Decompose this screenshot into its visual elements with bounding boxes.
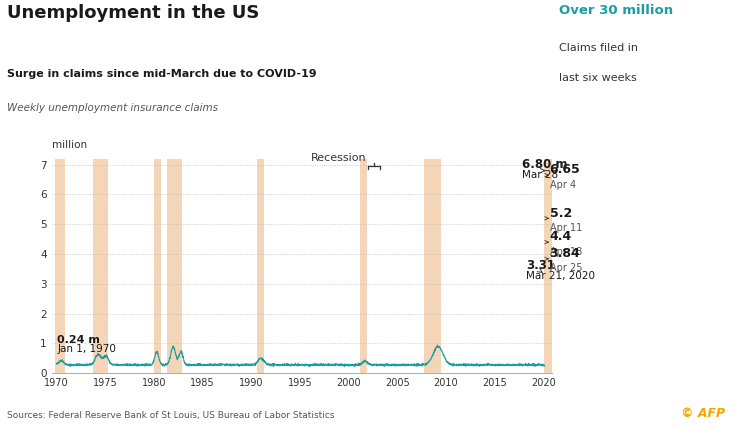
- Text: 4.4: 4.4: [550, 230, 572, 244]
- Text: Jan 1, 1970: Jan 1, 1970: [57, 344, 116, 354]
- Text: million: million: [52, 140, 87, 150]
- Text: Apr 18: Apr 18: [550, 247, 582, 257]
- Text: 5.2: 5.2: [550, 207, 572, 220]
- Bar: [154, 159, 160, 373]
- Bar: [425, 159, 441, 373]
- Text: 0.24 m: 0.24 m: [57, 335, 100, 345]
- Text: 6.65: 6.65: [550, 163, 580, 176]
- Text: Apr 11: Apr 11: [550, 223, 582, 233]
- Text: Weekly unemployment insurance claims: Weekly unemployment insurance claims: [7, 103, 219, 113]
- Text: Over 30 million: Over 30 million: [559, 4, 673, 17]
- Bar: [544, 159, 552, 373]
- Text: Apr 25: Apr 25: [550, 263, 582, 273]
- Text: Mar 28: Mar 28: [522, 170, 558, 180]
- Bar: [93, 159, 108, 373]
- Text: 6.80 m: 6.80 m: [522, 158, 567, 171]
- Text: 3.84: 3.84: [550, 247, 580, 260]
- Text: 3.31: 3.31: [526, 260, 555, 272]
- Text: Sources: Federal Reserve Bank of St Louis, US Bureau of Labor Statistics: Sources: Federal Reserve Bank of St Loui…: [7, 411, 335, 420]
- Text: last six weeks: last six weeks: [559, 73, 637, 83]
- Text: Mar 21, 2020: Mar 21, 2020: [526, 271, 595, 281]
- Bar: [167, 159, 182, 373]
- Text: Claims filed in: Claims filed in: [559, 43, 638, 53]
- Text: Recession: Recession: [311, 153, 367, 163]
- Bar: [360, 159, 367, 373]
- Bar: [55, 159, 66, 373]
- Text: Surge in claims since mid-March due to COVID-19: Surge in claims since mid-March due to C…: [7, 69, 317, 79]
- Text: © AFP: © AFP: [681, 408, 725, 420]
- Text: Unemployment in the US: Unemployment in the US: [7, 4, 260, 22]
- Text: Apr 4: Apr 4: [550, 180, 576, 190]
- Bar: [257, 159, 263, 373]
